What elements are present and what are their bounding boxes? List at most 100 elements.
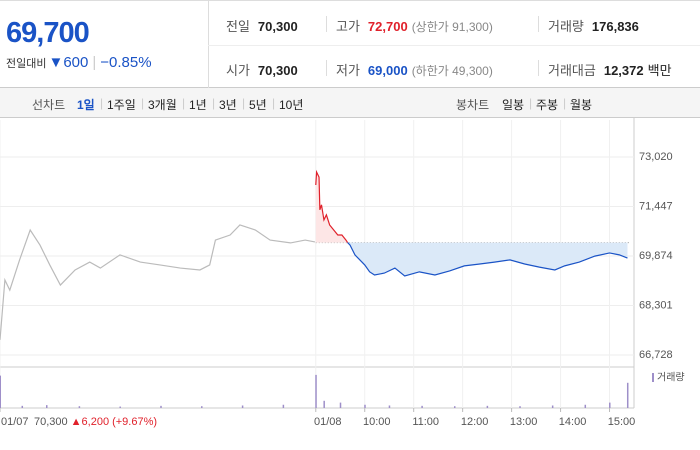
tab-sep: | xyxy=(141,96,145,110)
price-line xyxy=(0,224,316,340)
stat: 고가 72,700 (상한가 91,300) xyxy=(336,16,493,35)
stat-note: (하한가 49,300) xyxy=(411,64,493,78)
volume-bar xyxy=(323,400,325,408)
volume-bar xyxy=(486,405,489,408)
divider xyxy=(326,16,327,32)
volume-bar xyxy=(626,382,629,408)
legend-label: 거래량 xyxy=(657,372,685,384)
change: 전일대비 ▼600 | −0.85% xyxy=(6,54,152,71)
prev-day-note: 70,300 ▲6,200 (+9.67%) xyxy=(34,416,157,428)
tab[interactable]: 5년 xyxy=(249,98,267,112)
volume-bar xyxy=(609,402,611,408)
area xyxy=(315,172,348,243)
volume-bar xyxy=(453,406,456,408)
tab[interactable]: 1일 xyxy=(77,98,95,112)
stat-note: (상한가 91,300) xyxy=(411,20,493,34)
stat-label: 저가 xyxy=(336,63,360,78)
tab-bar: 선차트 1일 | 1주일 | 3개월 | 1년 | 3년 | 5년 | 10년 봉차트 일봉 | 주봉 | 월봉 xyxy=(0,88,700,118)
price: 69,700 xyxy=(6,17,90,49)
volume-bar xyxy=(0,375,1,408)
price-box: 69,700 전일대비 ▼600 | −0.85% xyxy=(0,1,209,88)
volume-bar xyxy=(21,405,24,408)
stat-value: 70,300 xyxy=(257,19,298,34)
price-line xyxy=(347,242,628,277)
stat: 거래량 176,836 xyxy=(548,16,639,35)
divider xyxy=(538,16,539,32)
tab-group-label: 봉차트 xyxy=(456,98,490,112)
y-tick-label: 69,874 xyxy=(639,250,673,262)
volume-bar xyxy=(241,405,244,408)
tab[interactable]: 10년 xyxy=(279,98,304,112)
y-tick-label: 66,728 xyxy=(639,349,673,361)
volume-bar xyxy=(421,405,423,408)
tab-sep: | xyxy=(563,96,567,110)
stat-label: 전일 xyxy=(226,19,250,34)
tab[interactable]: 1년 xyxy=(189,98,207,112)
change-value: 600 xyxy=(63,54,89,71)
x-tick-label: 15:00 xyxy=(608,416,636,428)
tab-sep: | xyxy=(529,96,533,110)
volume-bar xyxy=(339,402,342,408)
volume-bar xyxy=(364,404,366,408)
y-tick-label: 71,447 xyxy=(639,200,673,212)
volume-bar xyxy=(315,374,317,408)
row-divider xyxy=(208,45,700,46)
tab[interactable]: 월봉 xyxy=(570,98,593,112)
note-pct: (+9.67%) xyxy=(112,416,157,428)
volume-bar xyxy=(119,406,121,408)
note-change: ▲6,200 xyxy=(71,416,109,428)
stat-label: 고가 xyxy=(336,19,360,34)
stat: 전일 70,300 xyxy=(226,16,298,35)
quote-header: 69,700 전일대비 ▼600 | −0.85% 전일 70,300 고가 72,700(… xyxy=(0,0,700,88)
tab[interactable]: 주봉 xyxy=(536,98,559,112)
legend-swatch xyxy=(652,373,654,382)
divider xyxy=(538,60,539,76)
volume-bar xyxy=(282,404,285,408)
volume-bar xyxy=(551,405,554,408)
tab[interactable]: 일봉 xyxy=(502,98,525,112)
x-tick-label: 14:00 xyxy=(559,416,587,428)
volume-bar xyxy=(160,405,162,408)
area xyxy=(347,242,628,276)
stat: 시가 70,300 xyxy=(226,60,298,79)
divider xyxy=(326,60,327,76)
x-tick-label: 01/07 xyxy=(1,416,29,428)
stat-value: 69,000 xyxy=(367,63,408,78)
stat: 거래대금 12,372 백만 xyxy=(548,60,672,79)
tab-sep: | xyxy=(212,96,216,110)
tab-sep: | xyxy=(242,96,246,110)
stat-label: 거래량 xyxy=(548,19,584,34)
change-label: 전일대비 xyxy=(6,58,47,70)
stat-value: 72,700 xyxy=(367,19,408,34)
x-tick-label: 10:00 xyxy=(363,416,391,428)
stat-value: 70,300 xyxy=(257,63,298,78)
tab-group-label: 선차트 xyxy=(32,98,66,112)
stat-label: 시가 xyxy=(226,63,250,78)
stat: 저가 69,000 (하한가 49,300) xyxy=(336,60,493,79)
y-tick-label: 68,301 xyxy=(639,299,673,311)
y-tick-label: 73,020 xyxy=(639,151,673,163)
stat-label: 거래대금 xyxy=(548,63,596,78)
volume-bar xyxy=(201,406,203,408)
price-line xyxy=(315,169,349,243)
volume-bar xyxy=(388,405,391,408)
x-tick-label: 11:00 xyxy=(412,416,439,428)
volume-bar xyxy=(584,404,587,408)
tab-sep: | xyxy=(100,96,104,110)
note-price: 70,300 xyxy=(34,416,68,428)
stat-unit: 백만 xyxy=(647,63,672,78)
stat-value: 176,836 xyxy=(591,19,639,34)
volume-bar xyxy=(46,405,48,408)
tab[interactable]: 3개월 xyxy=(148,98,177,112)
tab-sep: | xyxy=(182,96,186,110)
tab-sep: | xyxy=(272,96,276,110)
change-pct: −0.85% xyxy=(100,54,152,71)
volume-bar xyxy=(78,406,81,408)
tab[interactable]: 3년 xyxy=(219,98,237,112)
stat-value: 12,372 xyxy=(603,63,644,78)
volume-bar xyxy=(519,406,521,408)
down-arrow: ▼ xyxy=(48,54,64,71)
tab[interactable]: 1주일 xyxy=(107,98,136,112)
